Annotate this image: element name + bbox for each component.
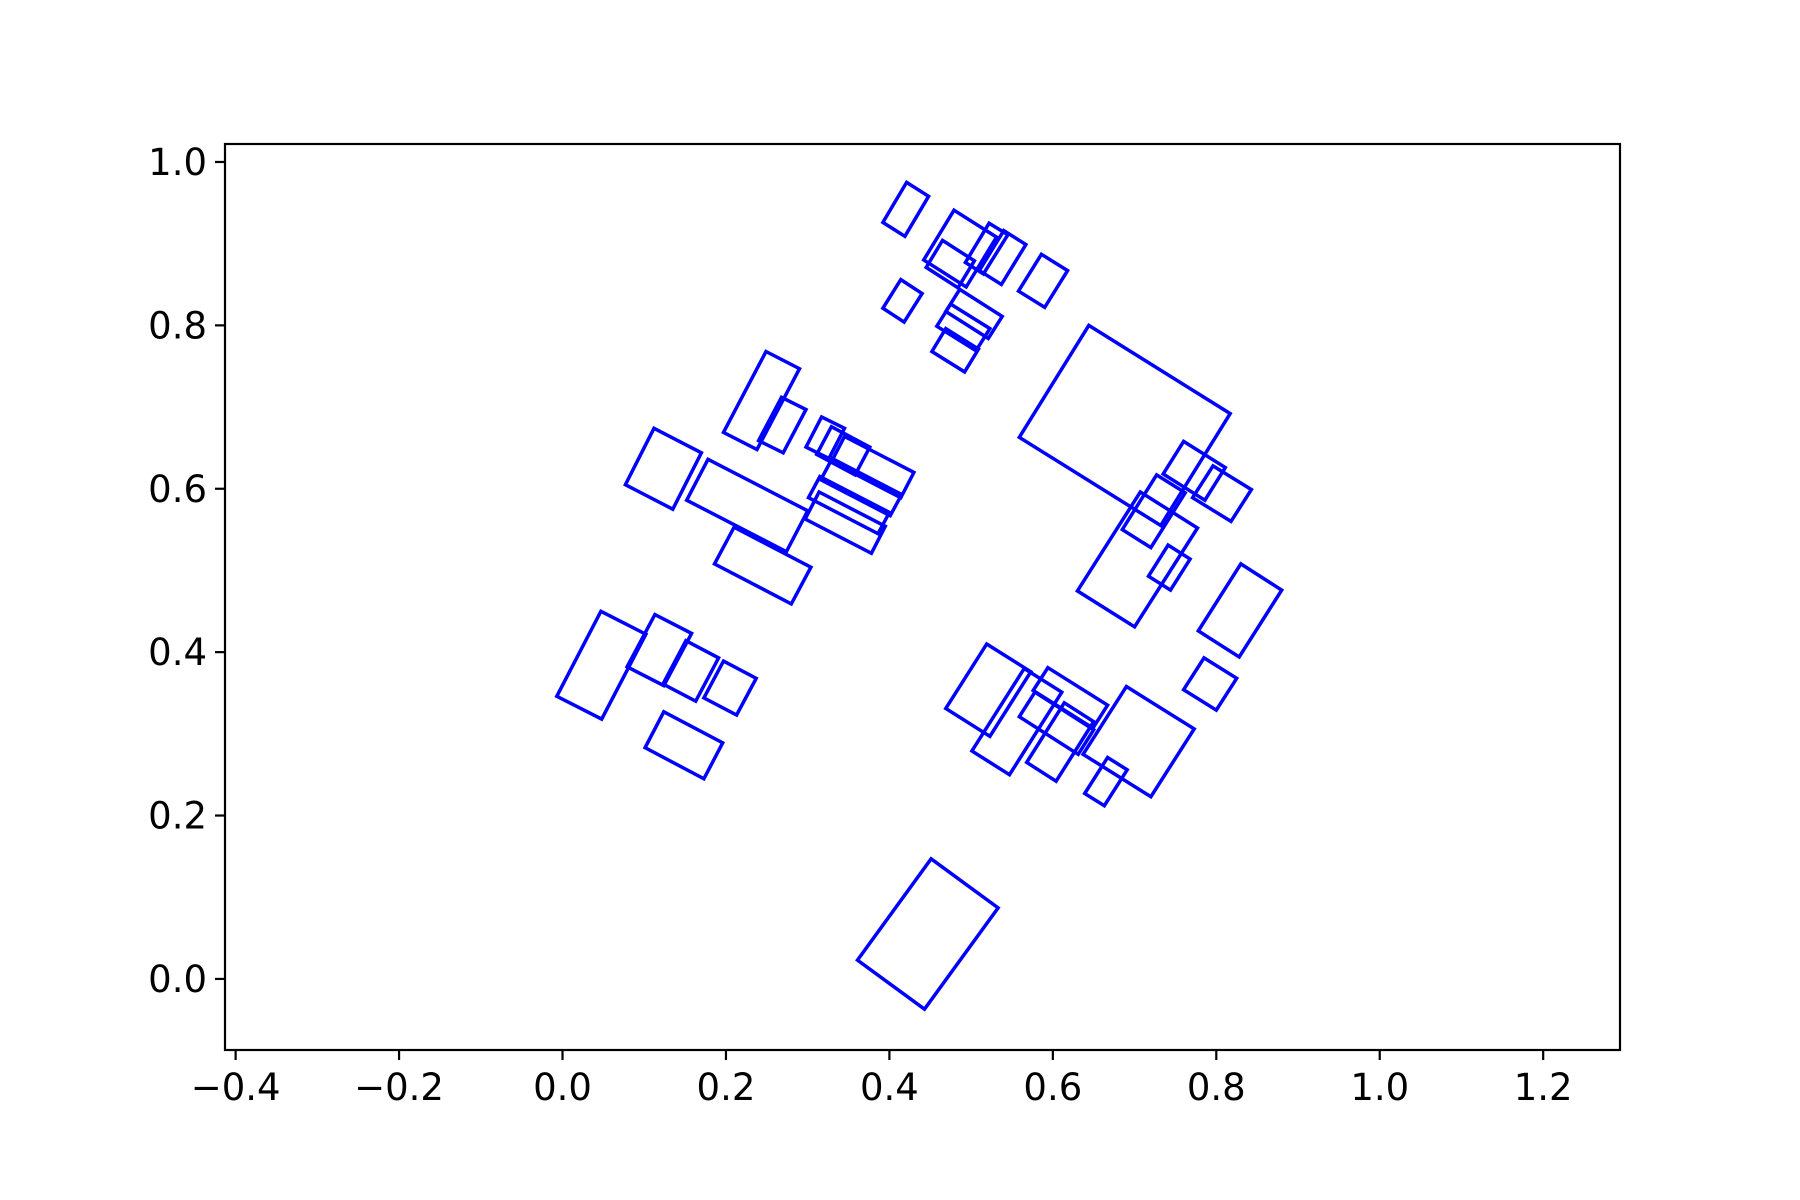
- y-tick-label: 0.4: [148, 631, 207, 674]
- x-tick-label: 1.0: [1350, 1066, 1409, 1109]
- rectangle-mark-35: [943, 641, 1034, 739]
- rectangle-mark-18: [1181, 655, 1240, 713]
- rectangle-mark-28: [684, 456, 811, 555]
- x-tick-label: −0.2: [354, 1066, 444, 1109]
- rectangle-mark-27: [623, 425, 704, 512]
- rectangle-mark-17: [1195, 561, 1285, 660]
- rectangle-mark-14: [1119, 472, 1188, 551]
- rectangle-mark-7: [880, 277, 925, 325]
- x-tick-label: 0.6: [1023, 1066, 1082, 1109]
- rectangle-mark-12: [1160, 438, 1228, 503]
- axes-background: [225, 144, 1620, 1050]
- x-tick-label: 0.8: [1187, 1066, 1246, 1109]
- rectangle-mark-33: [701, 658, 759, 718]
- y-tick-label: 0.8: [148, 304, 207, 347]
- y-tick-label: 1.0: [148, 141, 207, 184]
- rectangle-mark-38: [1016, 689, 1097, 757]
- rectangle-mark-36: [969, 666, 1065, 778]
- x-tick-label: 0.0: [533, 1066, 592, 1109]
- rectangle-mark-6: [923, 237, 977, 291]
- y-tick-label: 0.2: [148, 795, 207, 838]
- rectangle-mark-19: [721, 349, 802, 452]
- axes-frame: [223, 142, 1622, 1052]
- rectangle-mark-25: [806, 474, 892, 537]
- y-axis-ticks: 0.0 0.2 0.4 0.6 0.8 1.0: [148, 141, 225, 1001]
- rectangle-mark-39: [1024, 700, 1097, 784]
- rectangle-mark-29: [712, 524, 814, 607]
- rectangle-mark-16: [1146, 542, 1193, 593]
- rectangle-mark-30: [554, 608, 649, 722]
- rectangle-mark-32: [660, 638, 721, 704]
- y-tick-label: 0.0: [148, 958, 207, 1001]
- rectangle-mark-15: [1074, 489, 1200, 630]
- x-tick-label: 0.4: [860, 1066, 919, 1109]
- rectangle-mark-10: [929, 326, 981, 375]
- rectangle-mark-1: [880, 179, 931, 239]
- rectangle-mark-11: [1016, 322, 1233, 528]
- rectangle-mark-20: [756, 394, 809, 456]
- x-tick-label: 0.2: [697, 1066, 756, 1109]
- x-axis-ticks: −0.4 −0.2 0.0 0.2 0.4 0.6 0.8 1.0 1.2: [191, 1050, 1573, 1109]
- rectangle-mark-42: [855, 856, 1001, 1012]
- rectangle-mark-13: [1190, 463, 1254, 524]
- x-tick-label: −0.4: [191, 1066, 281, 1109]
- y-tick-label: 0.6: [148, 468, 207, 511]
- rectangle-mark-41: [1082, 755, 1130, 809]
- rectangle-mark-21: [803, 414, 847, 461]
- rectangle-marks-group: [554, 179, 1285, 1012]
- rectangle-mark-34: [642, 709, 726, 782]
- rectangle-mark-40: [1080, 684, 1197, 800]
- rectangle-mark-2: [921, 207, 999, 290]
- rectangle-mark-5: [1016, 251, 1071, 310]
- rectangle-mark-4: [976, 228, 1029, 287]
- rectangle-mark-24: [818, 456, 905, 519]
- x-tick-label: 1.2: [1514, 1066, 1573, 1109]
